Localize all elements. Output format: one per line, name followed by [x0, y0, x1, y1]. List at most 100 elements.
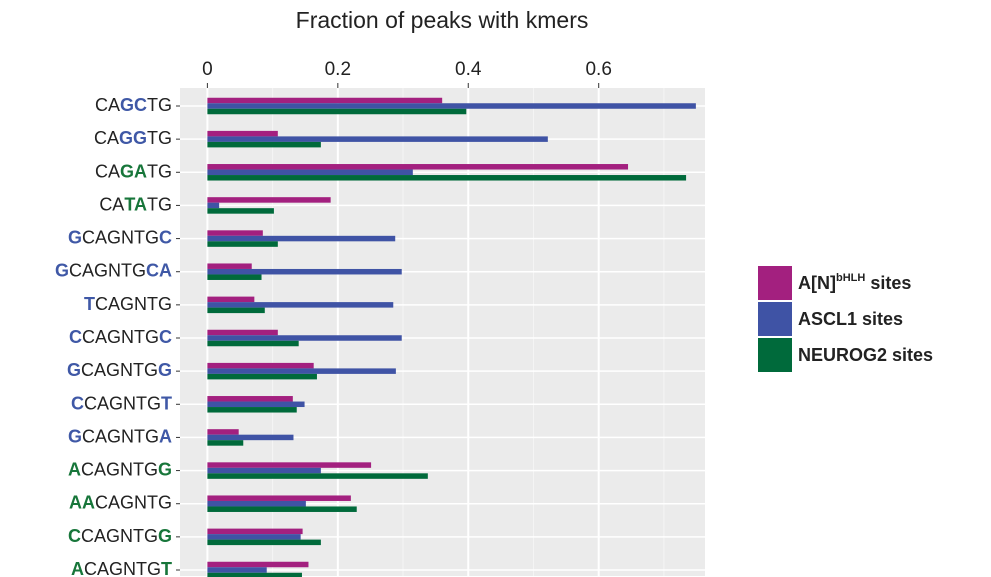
label-part: GG [119, 128, 147, 148]
y-tick-label: GCAGNTGA [68, 426, 172, 446]
label-part: CAGNTG [81, 360, 158, 380]
label-part: CAGNTG [69, 260, 146, 280]
label-part: C [68, 526, 81, 546]
bar [207, 401, 305, 408]
label-part: C [159, 227, 172, 247]
legend-label: A[N]bHLH sites [798, 272, 911, 293]
y-tick-label: CCAGNTGG [68, 526, 172, 546]
legend-label-part: A[N] [798, 273, 836, 293]
bar [207, 340, 299, 347]
bar [207, 561, 309, 568]
label-part: TG [147, 161, 172, 181]
bar [207, 130, 278, 137]
label-part: G [158, 360, 172, 380]
label-part: CAGNTG [95, 492, 172, 512]
bar [207, 396, 293, 402]
label-part: CAGNTG [82, 327, 159, 347]
label-part: CA [94, 128, 119, 148]
bar [207, 274, 262, 280]
y-tick-label: AACAGNTG [69, 492, 172, 512]
y-tick-label: CATATG [99, 194, 172, 214]
bar [207, 528, 303, 535]
label-part: CAGNTG [82, 426, 159, 446]
legend-label-part: ASCL1 sites [798, 309, 903, 329]
label-part: CAGNTG [84, 559, 161, 577]
label-part: A [68, 459, 81, 479]
bar [207, 368, 396, 374]
legend-label-part: NEUROG2 sites [798, 345, 933, 365]
bar [207, 506, 357, 512]
label-part: A [159, 426, 172, 446]
y-tick-label: ACAGNTGT [71, 559, 172, 577]
x-tick-label: 0.4 [455, 59, 482, 80]
bar [207, 572, 302, 577]
x-tick-label: 0.6 [585, 59, 611, 80]
y-tick-label: GCAGNTGCA [55, 260, 172, 280]
bar [207, 440, 244, 446]
label-part: CA [146, 260, 172, 280]
label-part: T [84, 294, 95, 314]
chart-title: Fraction of peaks with kmers [296, 7, 589, 33]
label-part: AA [69, 492, 95, 512]
bar [207, 329, 278, 336]
bar [207, 302, 394, 308]
y-tick-label: GCAGNTGG [67, 360, 172, 380]
bar [207, 495, 351, 501]
bar [207, 296, 255, 303]
label-part: TG [147, 194, 172, 214]
y-tick-label: CCAGNTGT [71, 393, 172, 413]
bar [207, 230, 263, 236]
label-part: C [69, 327, 82, 347]
legend-label-part: sites [865, 273, 911, 293]
legend-swatch [758, 266, 792, 300]
bar [207, 473, 428, 479]
bar [207, 307, 265, 314]
legend-label-part: bHLH [836, 272, 865, 284]
bar [207, 567, 267, 573]
y-tick-label: CAGGTG [94, 128, 172, 148]
bar [207, 175, 687, 181]
bar [207, 164, 629, 170]
label-part: CAGNTG [95, 294, 172, 314]
bar [207, 141, 321, 148]
label-part: CAGNTG [84, 393, 161, 413]
label-part: C [71, 393, 84, 413]
label-part: TA [124, 194, 147, 214]
legend-swatch [758, 302, 792, 336]
legend-swatch [758, 338, 792, 372]
label-part: CAGNTG [81, 459, 158, 479]
y-tick-label: ACAGNTGG [68, 459, 172, 479]
bar [207, 169, 413, 176]
label-part: G [68, 426, 82, 446]
label-part: CAGNTG [81, 526, 158, 546]
bar [207, 208, 274, 214]
label-part: CA [95, 161, 120, 181]
label-part: T [161, 559, 172, 577]
bar [207, 97, 443, 104]
y-tick-label: CCAGNTGC [69, 327, 172, 347]
label-part: CA [95, 95, 120, 115]
label-part: G [55, 260, 69, 280]
y-tick-label: CAGCTG [95, 95, 172, 115]
y-tick-label: CAGATG [95, 161, 172, 181]
bar [207, 241, 278, 247]
label-part: C [159, 327, 172, 347]
label-part: CAGNTG [82, 227, 159, 247]
label-part: G [158, 526, 172, 546]
x-tick-label: 0 [202, 59, 213, 80]
legend-label: NEUROG2 sites [798, 345, 933, 365]
bar [207, 534, 301, 540]
label-part: T [161, 393, 172, 413]
legend-label: ASCL1 sites [798, 309, 903, 329]
label-part: G [67, 360, 81, 380]
label-part: G [158, 459, 172, 479]
y-tick-label: TCAGNTG [84, 294, 172, 314]
bar [207, 407, 297, 413]
y-tick-label: GCAGNTGC [68, 227, 172, 247]
bar [207, 362, 314, 369]
bar [207, 434, 294, 441]
bar [207, 373, 317, 380]
bar [207, 462, 372, 468]
bar [207, 235, 396, 242]
